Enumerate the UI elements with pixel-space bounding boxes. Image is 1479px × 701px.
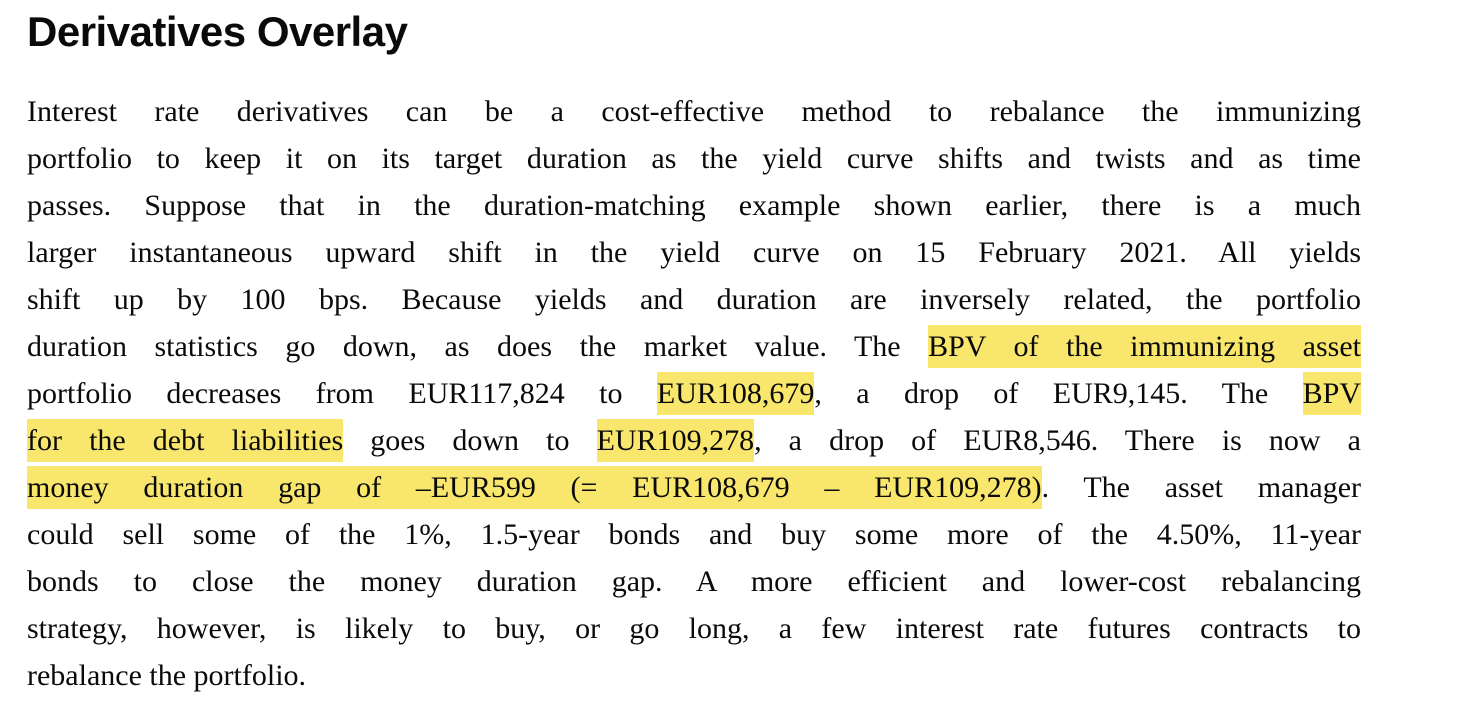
- text-segment: could sell some of the 1%, 1.5-year bond…: [27, 518, 1361, 551]
- paragraph-line: for the debt liabilities goes down to EU…: [27, 417, 1361, 464]
- text-segment: rebalance the portfolio.: [27, 659, 307, 692]
- text-segment: portfolio decreases from EUR117,824 to: [27, 377, 657, 410]
- highlighted-text: BPV: [1302, 372, 1361, 415]
- text-segment: goes down to: [343, 424, 597, 457]
- paragraph: Interest rate derivatives can be a cost-…: [27, 88, 1361, 699]
- highlighted-text: EUR108,679: [656, 372, 815, 415]
- paragraph-line: rebalance the portfolio.: [27, 652, 1361, 699]
- highlighted-text: BPV of the immunizing asset: [928, 325, 1361, 368]
- text-segment: , a drop of EUR8,546. There is now a: [754, 424, 1361, 457]
- highlighted-text: EUR109,278: [596, 419, 755, 462]
- text-segment: . The asset manager: [1041, 471, 1361, 504]
- text-segment: , a drop of EUR9,145. The: [814, 377, 1303, 410]
- highlighted-text: for the debt liabilities: [27, 419, 344, 462]
- text-segment: portfolio to keep it on its target durat…: [27, 142, 1361, 175]
- paragraph-line: portfolio decreases from EUR117,824 to E…: [27, 370, 1361, 417]
- paragraph-line: could sell some of the 1%, 1.5-year bond…: [27, 511, 1361, 558]
- text-segment: shift up by 100 bps. Because yields and …: [27, 283, 1361, 316]
- text-segment: bonds to close the money duration gap. A…: [27, 565, 1361, 598]
- text-segment: strategy, however, is likely to buy, or …: [27, 612, 1361, 645]
- highlighted-text: money duration gap of –EUR599 (= EUR108,…: [27, 466, 1042, 509]
- paragraph-line: Interest rate derivatives can be a cost-…: [27, 88, 1361, 135]
- paragraph-line: portfolio to keep it on its target durat…: [27, 135, 1361, 182]
- text-segment: duration statistics go down, as does the…: [27, 330, 929, 363]
- paragraph-line: shift up by 100 bps. Because yields and …: [27, 276, 1361, 323]
- text-segment: larger instantaneous upward shift in the…: [27, 236, 1361, 269]
- paragraph-line: bonds to close the money duration gap. A…: [27, 558, 1361, 605]
- paragraph-line: strategy, however, is likely to buy, or …: [27, 605, 1361, 652]
- paragraph-line: money duration gap of –EUR599 (= EUR108,…: [27, 464, 1361, 511]
- paragraph-line: duration statistics go down, as does the…: [27, 323, 1361, 370]
- section-title: Derivatives Overlay: [27, 8, 408, 55]
- text-segment: Interest rate derivatives can be a cost-…: [27, 95, 1361, 128]
- paragraph-line: larger instantaneous upward shift in the…: [27, 229, 1361, 276]
- text-segment: passes. Suppose that in the duration-mat…: [27, 189, 1361, 222]
- paragraph-line: passes. Suppose that in the duration-mat…: [27, 182, 1361, 229]
